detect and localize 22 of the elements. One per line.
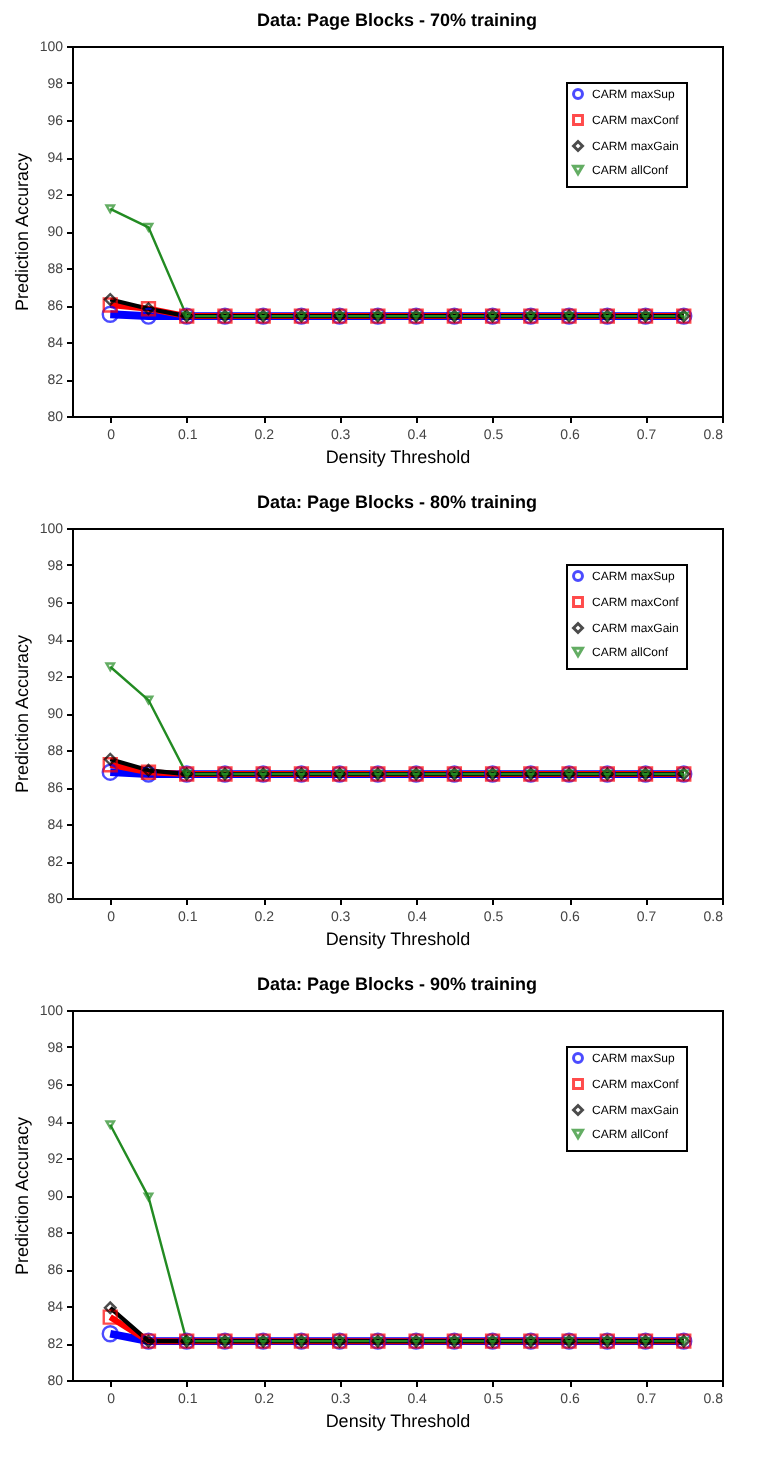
point (105, 662, 116, 672)
point (105, 1120, 116, 1130)
y-axis-title: Prediction Accuracy (11, 151, 32, 312)
y-axis-title: Prediction Accuracy (11, 1115, 32, 1276)
point (105, 204, 116, 214)
point (101, 1325, 119, 1343)
point (143, 695, 154, 705)
point (101, 763, 119, 781)
point (102, 757, 118, 773)
y-axis-title: Prediction Accuracy (11, 633, 32, 794)
point (102, 1309, 118, 1325)
point (102, 297, 118, 313)
x-axis-title: Density Threshold (325, 929, 471, 949)
x-axis-title: Density Threshold (325, 447, 471, 467)
point (143, 222, 154, 232)
x-axis-title: Density Threshold (325, 1411, 471, 1431)
chart-title: Data: Page Blocks - 90% training (256, 974, 538, 994)
chart-title: Data: Page Blocks - 80% training (256, 492, 538, 512)
point (101, 305, 119, 323)
chart-title: Data: Page Blocks - 70% training (256, 10, 538, 30)
point (143, 1192, 154, 1202)
point (139, 307, 158, 325)
